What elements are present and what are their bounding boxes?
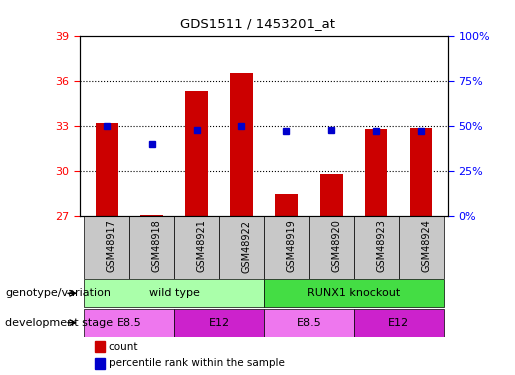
Text: GSM48922: GSM48922 [242,219,251,273]
Bar [95,358,105,369]
Text: percentile rank within the sample: percentile rank within the sample [109,358,284,369]
Bar [264,279,443,308]
Text: genotype/variation: genotype/variation [5,288,111,298]
Bar [174,216,219,279]
Bar [354,309,443,337]
Text: RUNX1 knockout: RUNX1 knockout [307,288,400,298]
Text: GSM48924: GSM48924 [421,219,431,272]
Text: wild type: wild type [149,288,200,298]
Text: GSM48923: GSM48923 [376,219,386,272]
Bar [354,216,399,279]
Bar [95,341,105,352]
Bar [185,92,208,216]
Text: E8.5: E8.5 [297,318,321,328]
Bar [174,309,264,337]
Text: E12: E12 [209,318,230,328]
Text: E8.5: E8.5 [117,318,142,328]
Bar [219,216,264,279]
Bar [84,279,264,308]
Bar [84,309,174,337]
Text: GSM48918: GSM48918 [152,219,162,272]
Bar [264,309,354,337]
Bar [96,123,118,216]
Bar [399,216,443,279]
Bar [84,216,129,279]
Bar [320,174,342,216]
Text: GSM48920: GSM48920 [331,219,341,272]
Text: E12: E12 [388,318,409,328]
Text: GSM48921: GSM48921 [197,219,207,272]
Bar [275,194,298,216]
Text: development stage: development stage [5,318,113,328]
Bar [410,128,432,216]
Text: GSM48917: GSM48917 [107,219,117,272]
Bar [141,215,163,216]
Text: GSM48919: GSM48919 [286,219,297,272]
Bar [129,216,174,279]
Text: count: count [109,342,138,351]
Bar [309,216,354,279]
Bar [264,216,309,279]
Text: GDS1511 / 1453201_at: GDS1511 / 1453201_at [180,17,335,30]
Bar [230,73,253,216]
Bar [365,129,387,216]
